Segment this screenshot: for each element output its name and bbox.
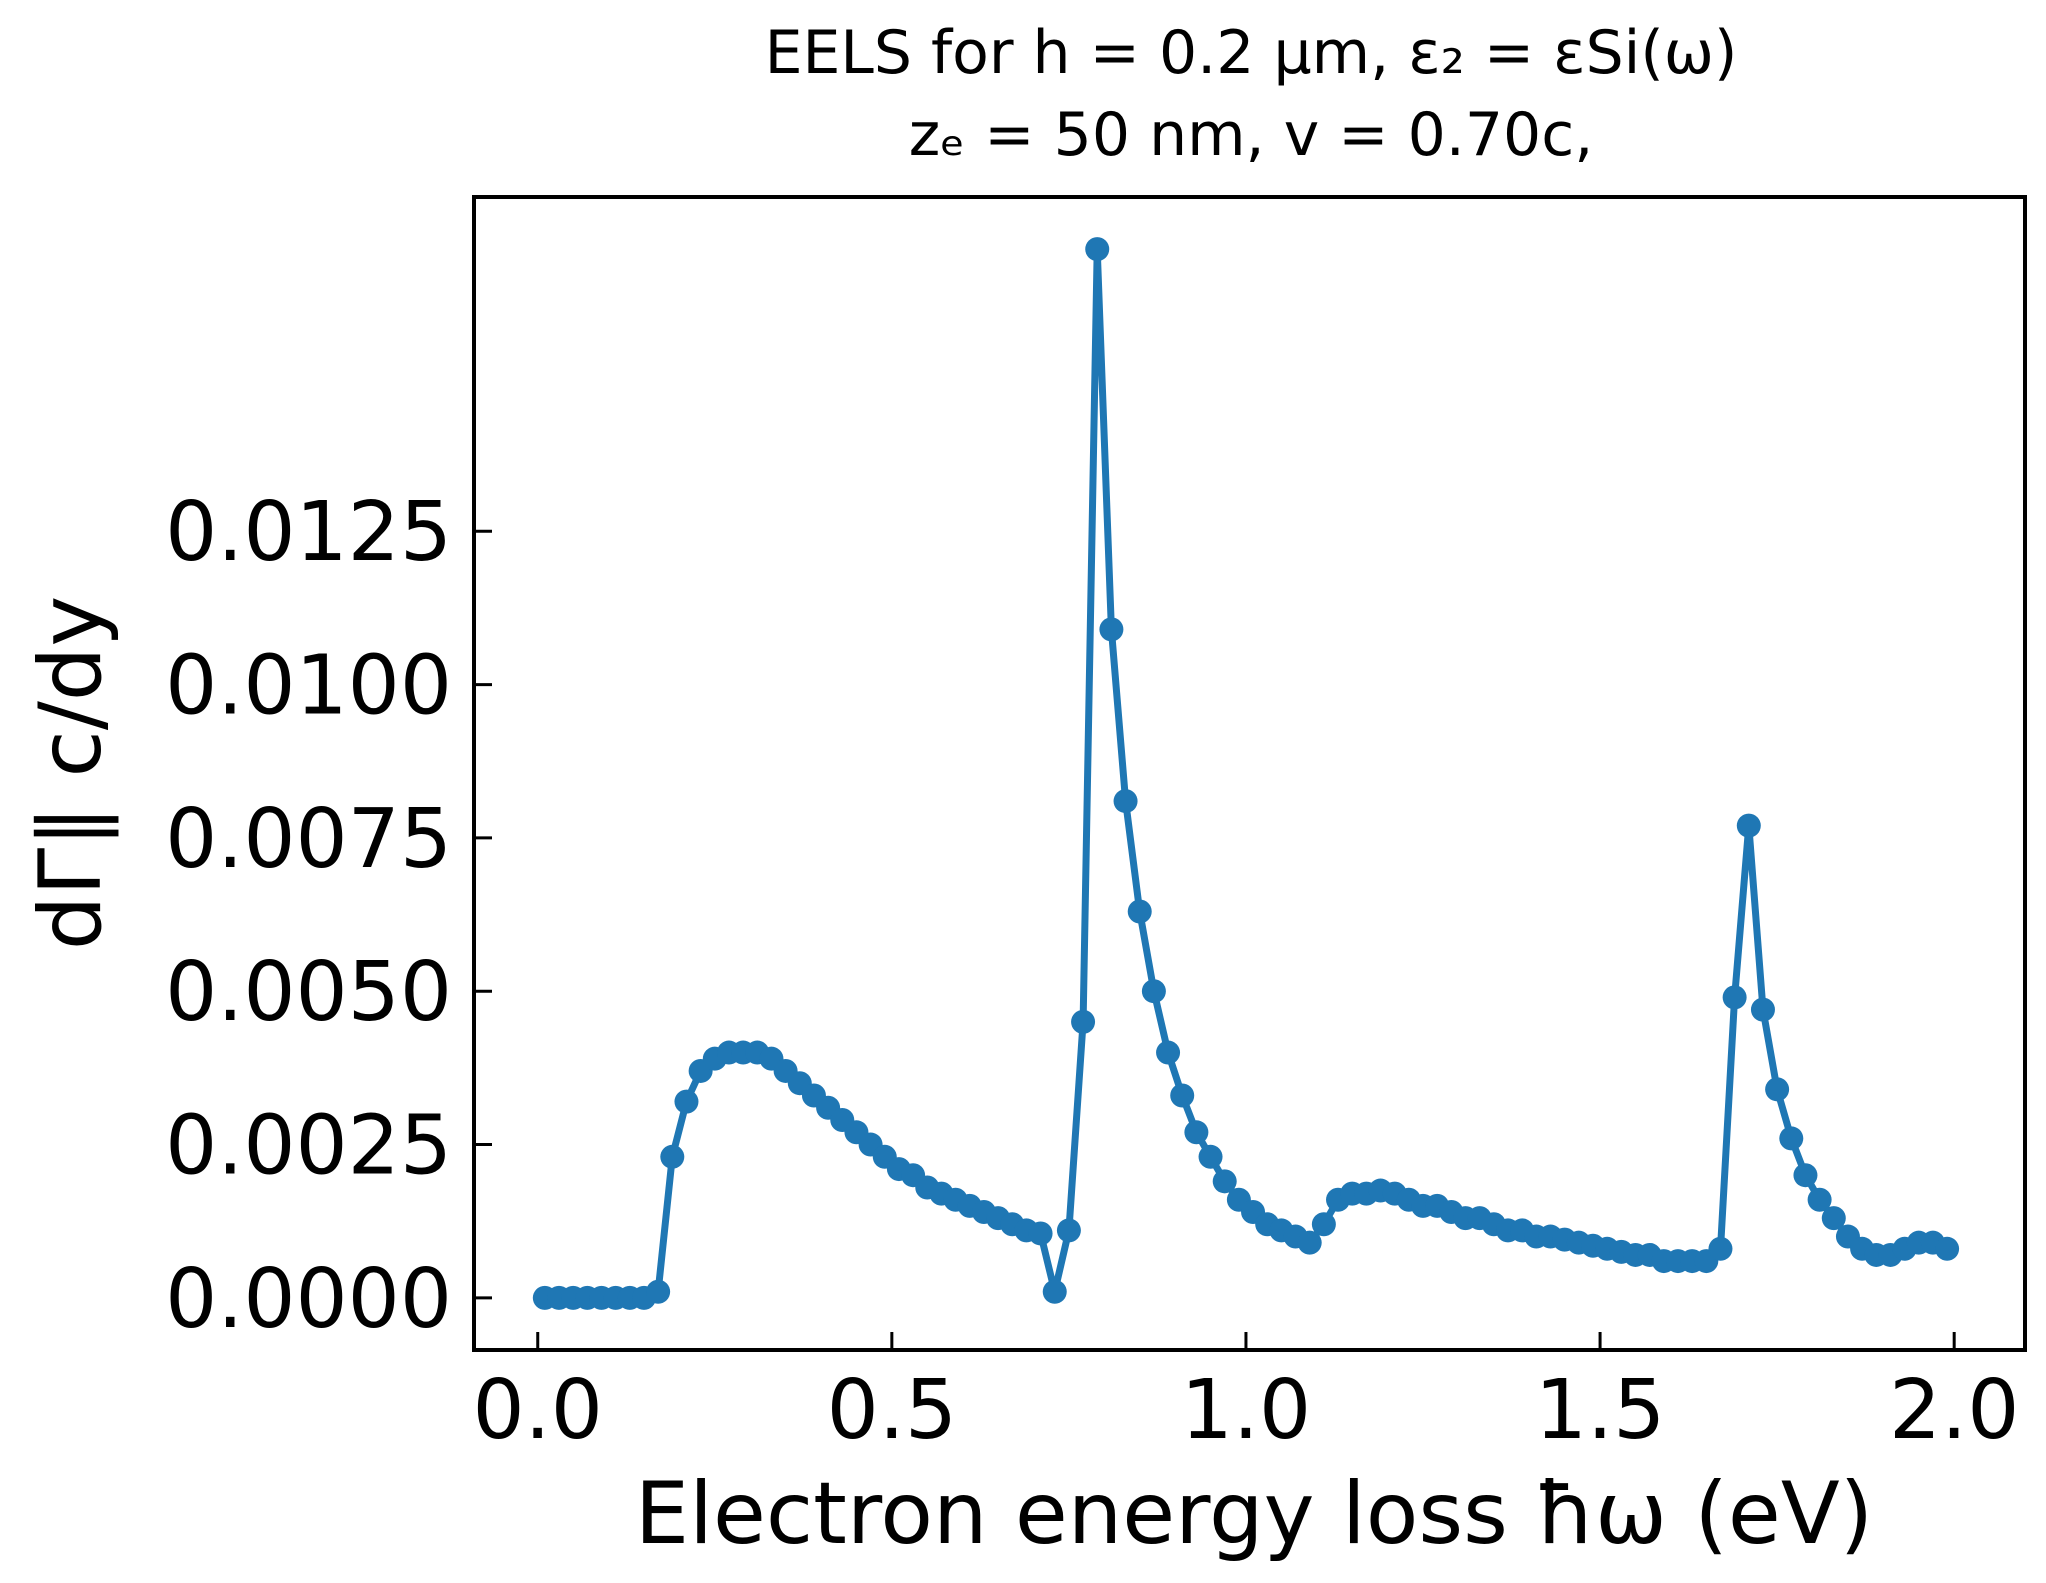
data-point: [1042, 1279, 1067, 1304]
y-tick-label: 0.0075: [165, 792, 452, 887]
data-point: [674, 1089, 699, 1114]
data-point: [1028, 1221, 1053, 1246]
x-tick-label: 1.5: [1535, 1363, 1665, 1458]
x-tick-label: 0.5: [827, 1363, 957, 1458]
data-point: [1311, 1212, 1336, 1237]
data-point: [1736, 813, 1761, 838]
data-point: [1765, 1077, 1790, 1102]
y-axis-label: dΓ∥ c/dy: [21, 596, 121, 951]
x-axis-ticks: 0.0 0.5 1.0 1.5 2.0: [473, 1332, 2019, 1458]
data-point: [1750, 997, 1775, 1022]
data-point: [1184, 1120, 1209, 1145]
data-point: [1297, 1230, 1322, 1255]
data-point: [1821, 1206, 1846, 1231]
data-point: [1212, 1169, 1237, 1194]
y-axis-ticks: 0.0000 0.0025 0.0050 0.0075 0.0100 0.0125: [165, 485, 492, 1347]
data-point: [1099, 617, 1124, 642]
data-point: [1071, 1009, 1096, 1034]
data-point: [1935, 1236, 1960, 1261]
data-point: [660, 1144, 685, 1169]
data-point: [1779, 1126, 1804, 1151]
data-point: [1156, 1040, 1181, 1065]
series-line: [544, 245, 1949, 1302]
series-layer: [532, 237, 1960, 1310]
y-tick-label: 0.0025: [165, 1099, 452, 1194]
chart-title-line-1: EELS for h = 0.2 μm, ε₂ = εSi(ω): [765, 18, 1738, 88]
y-tick-label: 0.0000: [165, 1252, 452, 1347]
data-point: [1170, 1083, 1195, 1108]
data-point: [1793, 1163, 1818, 1188]
data-point: [1722, 985, 1747, 1010]
plot-area-frame: [472, 195, 2027, 1352]
data-point: [1127, 899, 1152, 924]
y-tick-label: 0.0050: [165, 945, 452, 1040]
data-point: [1085, 237, 1110, 262]
x-tick-label: 0.0: [473, 1363, 603, 1458]
data-point: [646, 1279, 671, 1304]
data-point: [1141, 979, 1166, 1004]
data-point: [1198, 1144, 1223, 1169]
x-axis-label: Electron energy loss ħω (eV): [635, 1464, 1873, 1564]
y-tick-label: 0.0125: [165, 485, 452, 580]
chart-title-line-2: zₑ = 50 nm, v = 0.70c,: [909, 100, 1594, 170]
x-tick-label: 1.0: [1181, 1363, 1311, 1458]
chart-title: EELS for h = 0.2 μm, ε₂ = εSi(ω) zₑ = 50…: [765, 18, 1738, 170]
data-point: [1056, 1218, 1081, 1243]
data-point: [1708, 1236, 1733, 1261]
y-tick-label: 0.0100: [165, 639, 452, 734]
x-tick-label: 2.0: [1889, 1363, 2019, 1458]
data-point: [1807, 1187, 1832, 1212]
data-point: [1113, 789, 1138, 814]
